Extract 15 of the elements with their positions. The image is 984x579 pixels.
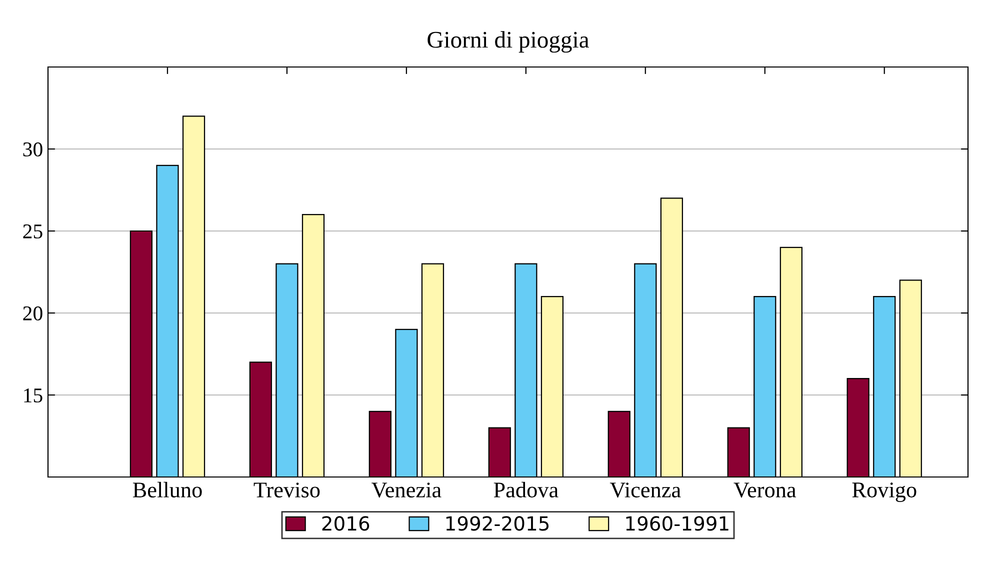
legend-label: 2016 [322,516,370,531]
x-tick-label: Vicenza [610,482,681,498]
x-tick-label: Padova [494,482,558,498]
y-tick-label: 25 [23,224,42,238]
x-tick-label: Venezia [372,482,442,498]
y-tick-label: 30 [23,142,42,156]
legend-label: 1992-2015 [446,516,549,531]
legend-label: 1960-1991 [626,516,728,531]
x-tick-label: Verona [734,482,796,498]
x-tick-label: Treviso [254,482,320,498]
y-tick-label: 20 [23,306,42,320]
x-tick-label: Rovigo [852,482,916,502]
y-tick-label: 15 [24,388,42,402]
chart-title: Giorni di pioggia [428,31,589,53]
x-tick-label: Belluno [132,482,202,498]
